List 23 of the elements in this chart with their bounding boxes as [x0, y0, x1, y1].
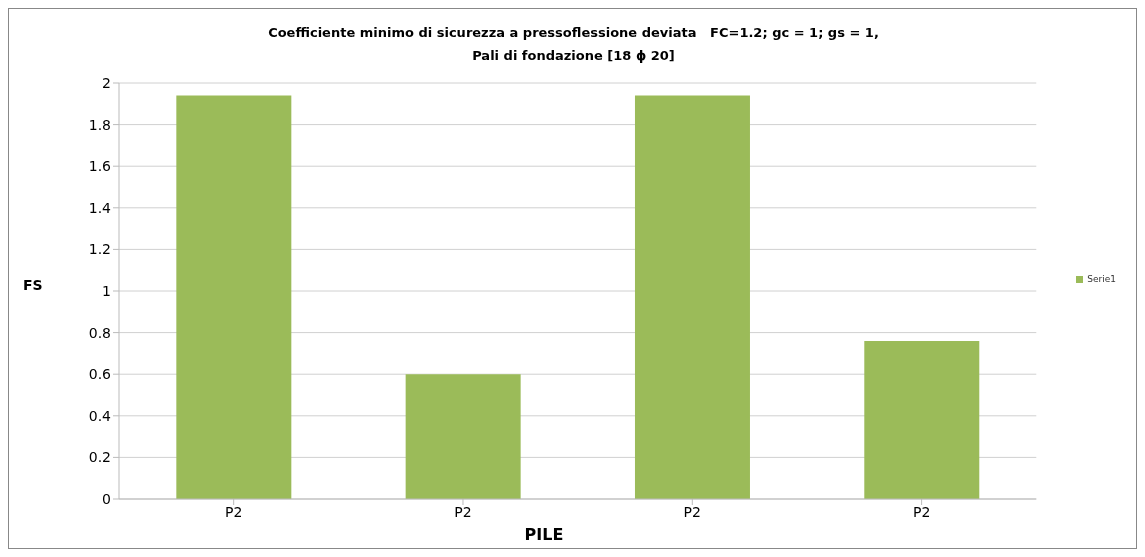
y-tick-label: 2 — [102, 74, 111, 91]
x-tick-label: P2 — [912, 503, 931, 520]
x-axis-title: PILE — [523, 525, 565, 544]
y-tick-label: 0.2 — [88, 449, 111, 466]
y-tick-label: 1.8 — [88, 116, 111, 133]
bar — [634, 95, 750, 499]
x-tick-label: P2 — [454, 503, 472, 520]
chart-title: Coefficiente minimo di sicurezza a pressoflessione deviata FC=1.2; gc = 1; gs = 1, Pali di fondazione [18 ϕ 20] — [267, 24, 880, 65]
y-axis-title: FS — [23, 277, 43, 293]
bar — [405, 374, 521, 499]
y-tick-label: 1.6 — [88, 158, 112, 175]
y-tick-label: 1 — [102, 282, 111, 299]
bar — [176, 95, 292, 499]
y-tick-label: 0 — [102, 490, 111, 507]
y-tick-label: 0.4 — [88, 407, 112, 424]
y-tick-label: 1.2 — [88, 241, 111, 258]
x-tick-label: P2 — [683, 503, 701, 520]
y-tick-label: 0.8 — [88, 324, 111, 341]
y-tick-label: 0.6 — [88, 366, 112, 383]
bar — [864, 340, 980, 499]
legend-label: Serie1 — [1087, 274, 1116, 284]
y-tick-label: 1.4 — [88, 199, 112, 216]
x-tick-label: P2 — [224, 503, 243, 520]
